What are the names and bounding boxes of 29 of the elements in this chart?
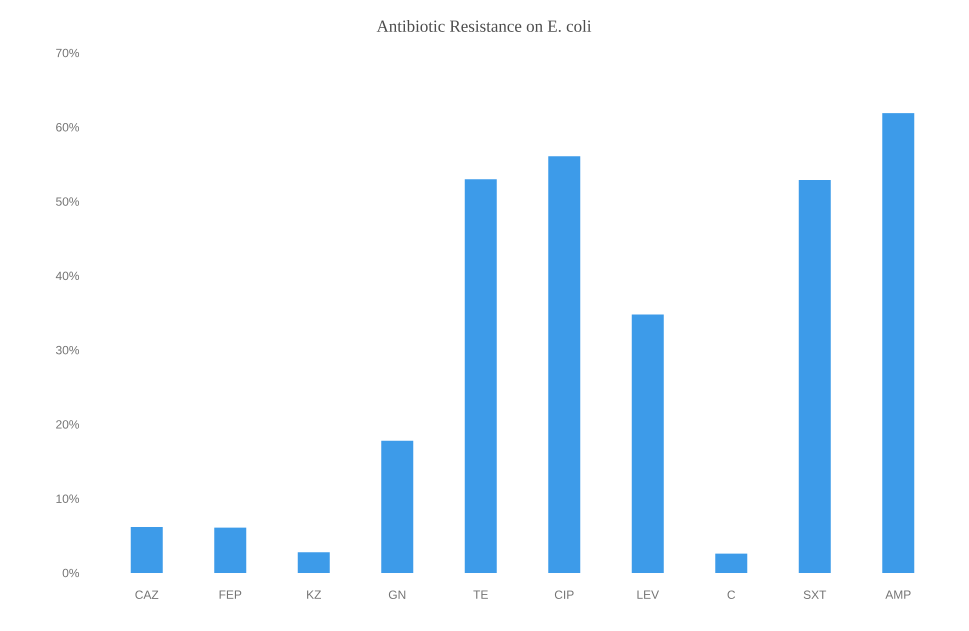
bar xyxy=(715,554,748,573)
bar xyxy=(632,314,664,573)
chart-title: Antibiotic Resistance on E. coli xyxy=(376,20,592,32)
x-tick-label: FEP xyxy=(220,590,242,599)
bar xyxy=(298,552,330,573)
bar xyxy=(214,528,246,573)
bar xyxy=(882,113,914,573)
y-tick-label: 60% xyxy=(56,123,80,132)
bar xyxy=(381,440,414,573)
y-tick-label: 10% xyxy=(56,494,80,503)
y-tick-label: 0% xyxy=(62,568,80,578)
bar xyxy=(548,156,580,573)
x-tick-label: AMP xyxy=(885,590,911,599)
x-tick-label: TE xyxy=(473,590,488,599)
y-tick-label: 50% xyxy=(56,197,80,206)
x-tick-label: SXT xyxy=(804,590,826,599)
x-tick-label: C xyxy=(728,590,736,599)
x-tick-label: CIP xyxy=(554,590,574,599)
y-tick-label: 20% xyxy=(56,420,80,429)
y-tick-label: 40% xyxy=(56,272,80,280)
x-tick-label: CAZ xyxy=(135,590,158,599)
bar xyxy=(130,526,163,573)
bar xyxy=(464,179,497,573)
x-tick-label: LEV xyxy=(637,590,660,599)
x-tick-label: KZ xyxy=(307,590,322,599)
x-tick-label: GN xyxy=(388,590,406,599)
y-tick-label: 70% xyxy=(56,48,80,58)
bar xyxy=(798,180,831,573)
y-tick-label: 30% xyxy=(56,346,80,354)
